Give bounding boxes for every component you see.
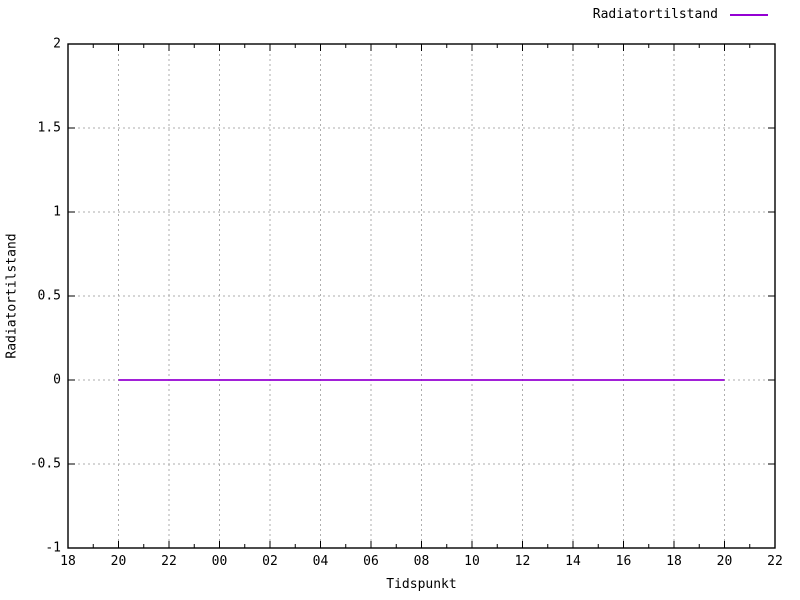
- y-tick-label: 0: [53, 372, 61, 388]
- y-tick-label: -0.5: [29, 456, 61, 472]
- x-tick-label: 02: [262, 554, 278, 569]
- x-tick-label: 10: [464, 554, 480, 569]
- x-tick-label: 16: [615, 554, 632, 569]
- x-tick-label: 00: [211, 554, 228, 569]
- plot-border: [67, 43, 776, 549]
- y-tick-label: 1: [53, 204, 61, 220]
- x-tick-label: 22: [767, 554, 783, 569]
- legend-label: Radiatortilstand: [592, 7, 718, 22]
- x-tick-label: 20: [110, 554, 127, 569]
- legend-line-sample: [730, 13, 768, 16]
- x-tick-label: 04: [312, 554, 329, 569]
- legend: Radiatortilstand: [593, 7, 768, 22]
- y-tick-label: 0.5: [37, 288, 61, 304]
- x-tick-label: 06: [363, 554, 379, 569]
- y-tick-label: 1.5: [37, 120, 61, 136]
- x-tick-label: 18: [666, 554, 682, 569]
- y-tick-label: -1: [45, 540, 61, 556]
- x-tick-label: 08: [413, 554, 430, 569]
- y-tick-label: 2: [53, 36, 61, 52]
- x-axis-label: Tidspunkt: [386, 577, 457, 592]
- x-tick-label: 12: [514, 554, 531, 569]
- y-axis-label: Radiatortilstand: [4, 233, 20, 359]
- x-tick-label: 22: [161, 554, 177, 569]
- x-tick-label: 20: [716, 554, 733, 569]
- x-tick-label: 18: [60, 554, 76, 569]
- x-tick-label: 14: [565, 554, 581, 569]
